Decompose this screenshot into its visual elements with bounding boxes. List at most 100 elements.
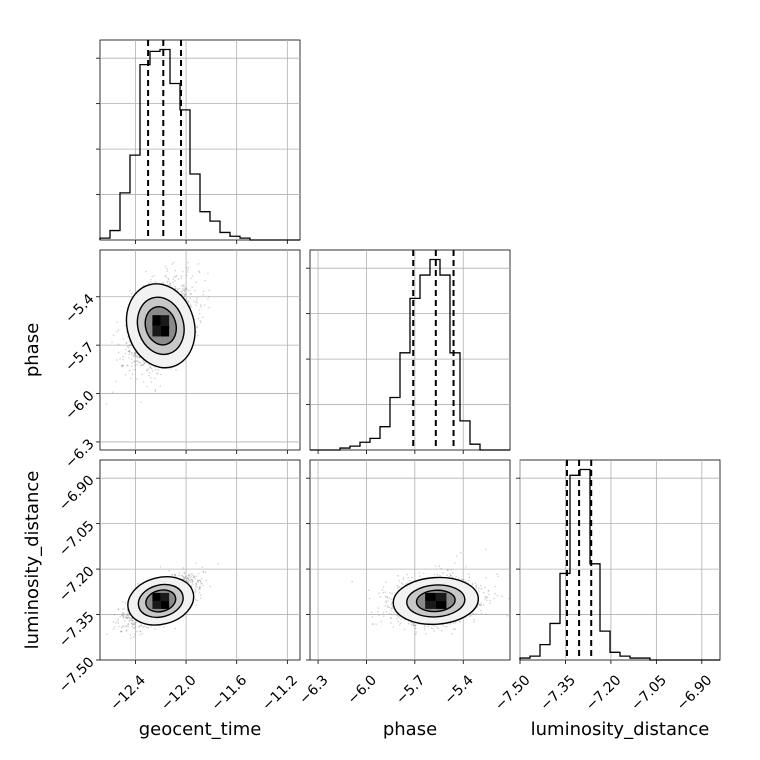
scatter-point: [195, 299, 198, 301]
panel-frame: [519, 459, 721, 661]
hist-panel-phase: [306, 249, 511, 454]
scatter-point: [142, 359, 144, 362]
scatter-point: [196, 579, 199, 582]
scatter-point: [150, 381, 153, 383]
scatter-point: [127, 625, 130, 628]
scatter-point: [134, 354, 137, 357]
scatter-point: [167, 278, 170, 281]
scatter-point: [124, 352, 127, 355]
scatter-point: [195, 281, 198, 283]
scatter-point: [195, 575, 198, 577]
scatter-point: [136, 363, 139, 366]
density-peak-cell: [152, 592, 161, 601]
scatter-point: [194, 588, 197, 590]
scatter-point: [198, 588, 201, 591]
scatter-point: [180, 290, 182, 293]
scatter-point: [166, 270, 168, 272]
scatter-point: [149, 366, 152, 369]
scatter-point: [191, 579, 194, 582]
scatter-point: [117, 608, 120, 611]
scatter-point: [121, 364, 123, 367]
scatter-point: [111, 341, 113, 344]
scatter-point: [132, 622, 135, 624]
scatter-point: [154, 368, 157, 371]
scatter-point: [125, 630, 128, 632]
scatter-point: [131, 620, 134, 622]
scatter-point: [112, 621, 115, 623]
scatter-point: [204, 571, 207, 574]
hist-panel-geocent_time: [96, 39, 301, 244]
scatter-point: [136, 378, 138, 380]
scatter-point: [186, 577, 189, 579]
scatter-point: [207, 298, 209, 301]
scatter-point: [170, 368, 173, 370]
scatter-point: [174, 287, 177, 290]
scatter-point: [124, 324, 127, 327]
scatter-point: [141, 363, 143, 366]
scatter-point: [141, 364, 144, 366]
scatter-point: [143, 625, 146, 627]
scatter-point: [407, 577, 409, 579]
scatter-point: [168, 569, 171, 572]
scatter-point: [121, 364, 124, 367]
scatter-point: [182, 292, 185, 295]
scatter-point: [181, 291, 183, 293]
scatter-point: [122, 625, 125, 627]
panel-frame: [309, 459, 511, 661]
scatter-point: [186, 580, 188, 583]
scatter-point: [127, 613, 129, 615]
scatter-point: [136, 355, 138, 357]
scatter-point: [196, 297, 198, 299]
scatter-point: [199, 586, 202, 588]
scatter-point: [185, 274, 188, 277]
scatter-point: [183, 572, 186, 575]
scatter-point: [135, 352, 137, 354]
scatter-point: [195, 604, 198, 606]
scatter-point: [191, 581, 194, 583]
scatter-point: [149, 365, 151, 368]
scatter-point: [106, 633, 108, 635]
scatter-point: [124, 625, 127, 628]
scatter-point: [191, 580, 194, 583]
scatter-point: [150, 625, 152, 628]
scatter-point: [141, 373, 144, 376]
scatter-point: [122, 615, 125, 618]
scatter-point: [147, 282, 150, 285]
scatter-point: [178, 287, 181, 290]
scatter-point: [119, 615, 121, 618]
scatter-point: [127, 623, 129, 625]
scatter-point: [196, 301, 198, 304]
scatter-point: [138, 625, 141, 627]
scatter-point: [150, 367, 153, 370]
scatter-point: [127, 616, 130, 618]
scatter-point: [140, 624, 143, 626]
scatter-point: [122, 615, 124, 617]
scatter-point: [119, 357, 121, 360]
scatter-point: [190, 578, 193, 581]
scatter-point: [484, 586, 486, 589]
scatter-point: [143, 362, 146, 364]
scatter-point: [126, 612, 128, 615]
scatter-point: [127, 623, 130, 626]
scatter-point: [111, 391, 114, 393]
scatter-point: [182, 287, 184, 290]
scatter-point: [187, 577, 189, 579]
scatter-point: [166, 281, 168, 283]
scatter-point: [133, 636, 135, 638]
scatter-point: [190, 581, 192, 584]
scatter-point: [130, 358, 133, 360]
scatter-point: [198, 312, 201, 315]
scatter-point: [130, 617, 133, 619]
scatter-point: [202, 584, 204, 587]
scatter-point: [198, 591, 201, 594]
scatter-point: [127, 350, 130, 352]
contour-line: [144, 306, 178, 346]
scatter-point: [197, 579, 200, 582]
scatter-point: [181, 574, 183, 577]
scatter-point: [187, 289, 190, 292]
scatter-point: [208, 289, 211, 292]
scatter-point: [468, 579, 470, 582]
scatter-point: [177, 288, 179, 290]
scatter-point: [128, 344, 130, 347]
scatter-point: [150, 278, 152, 281]
